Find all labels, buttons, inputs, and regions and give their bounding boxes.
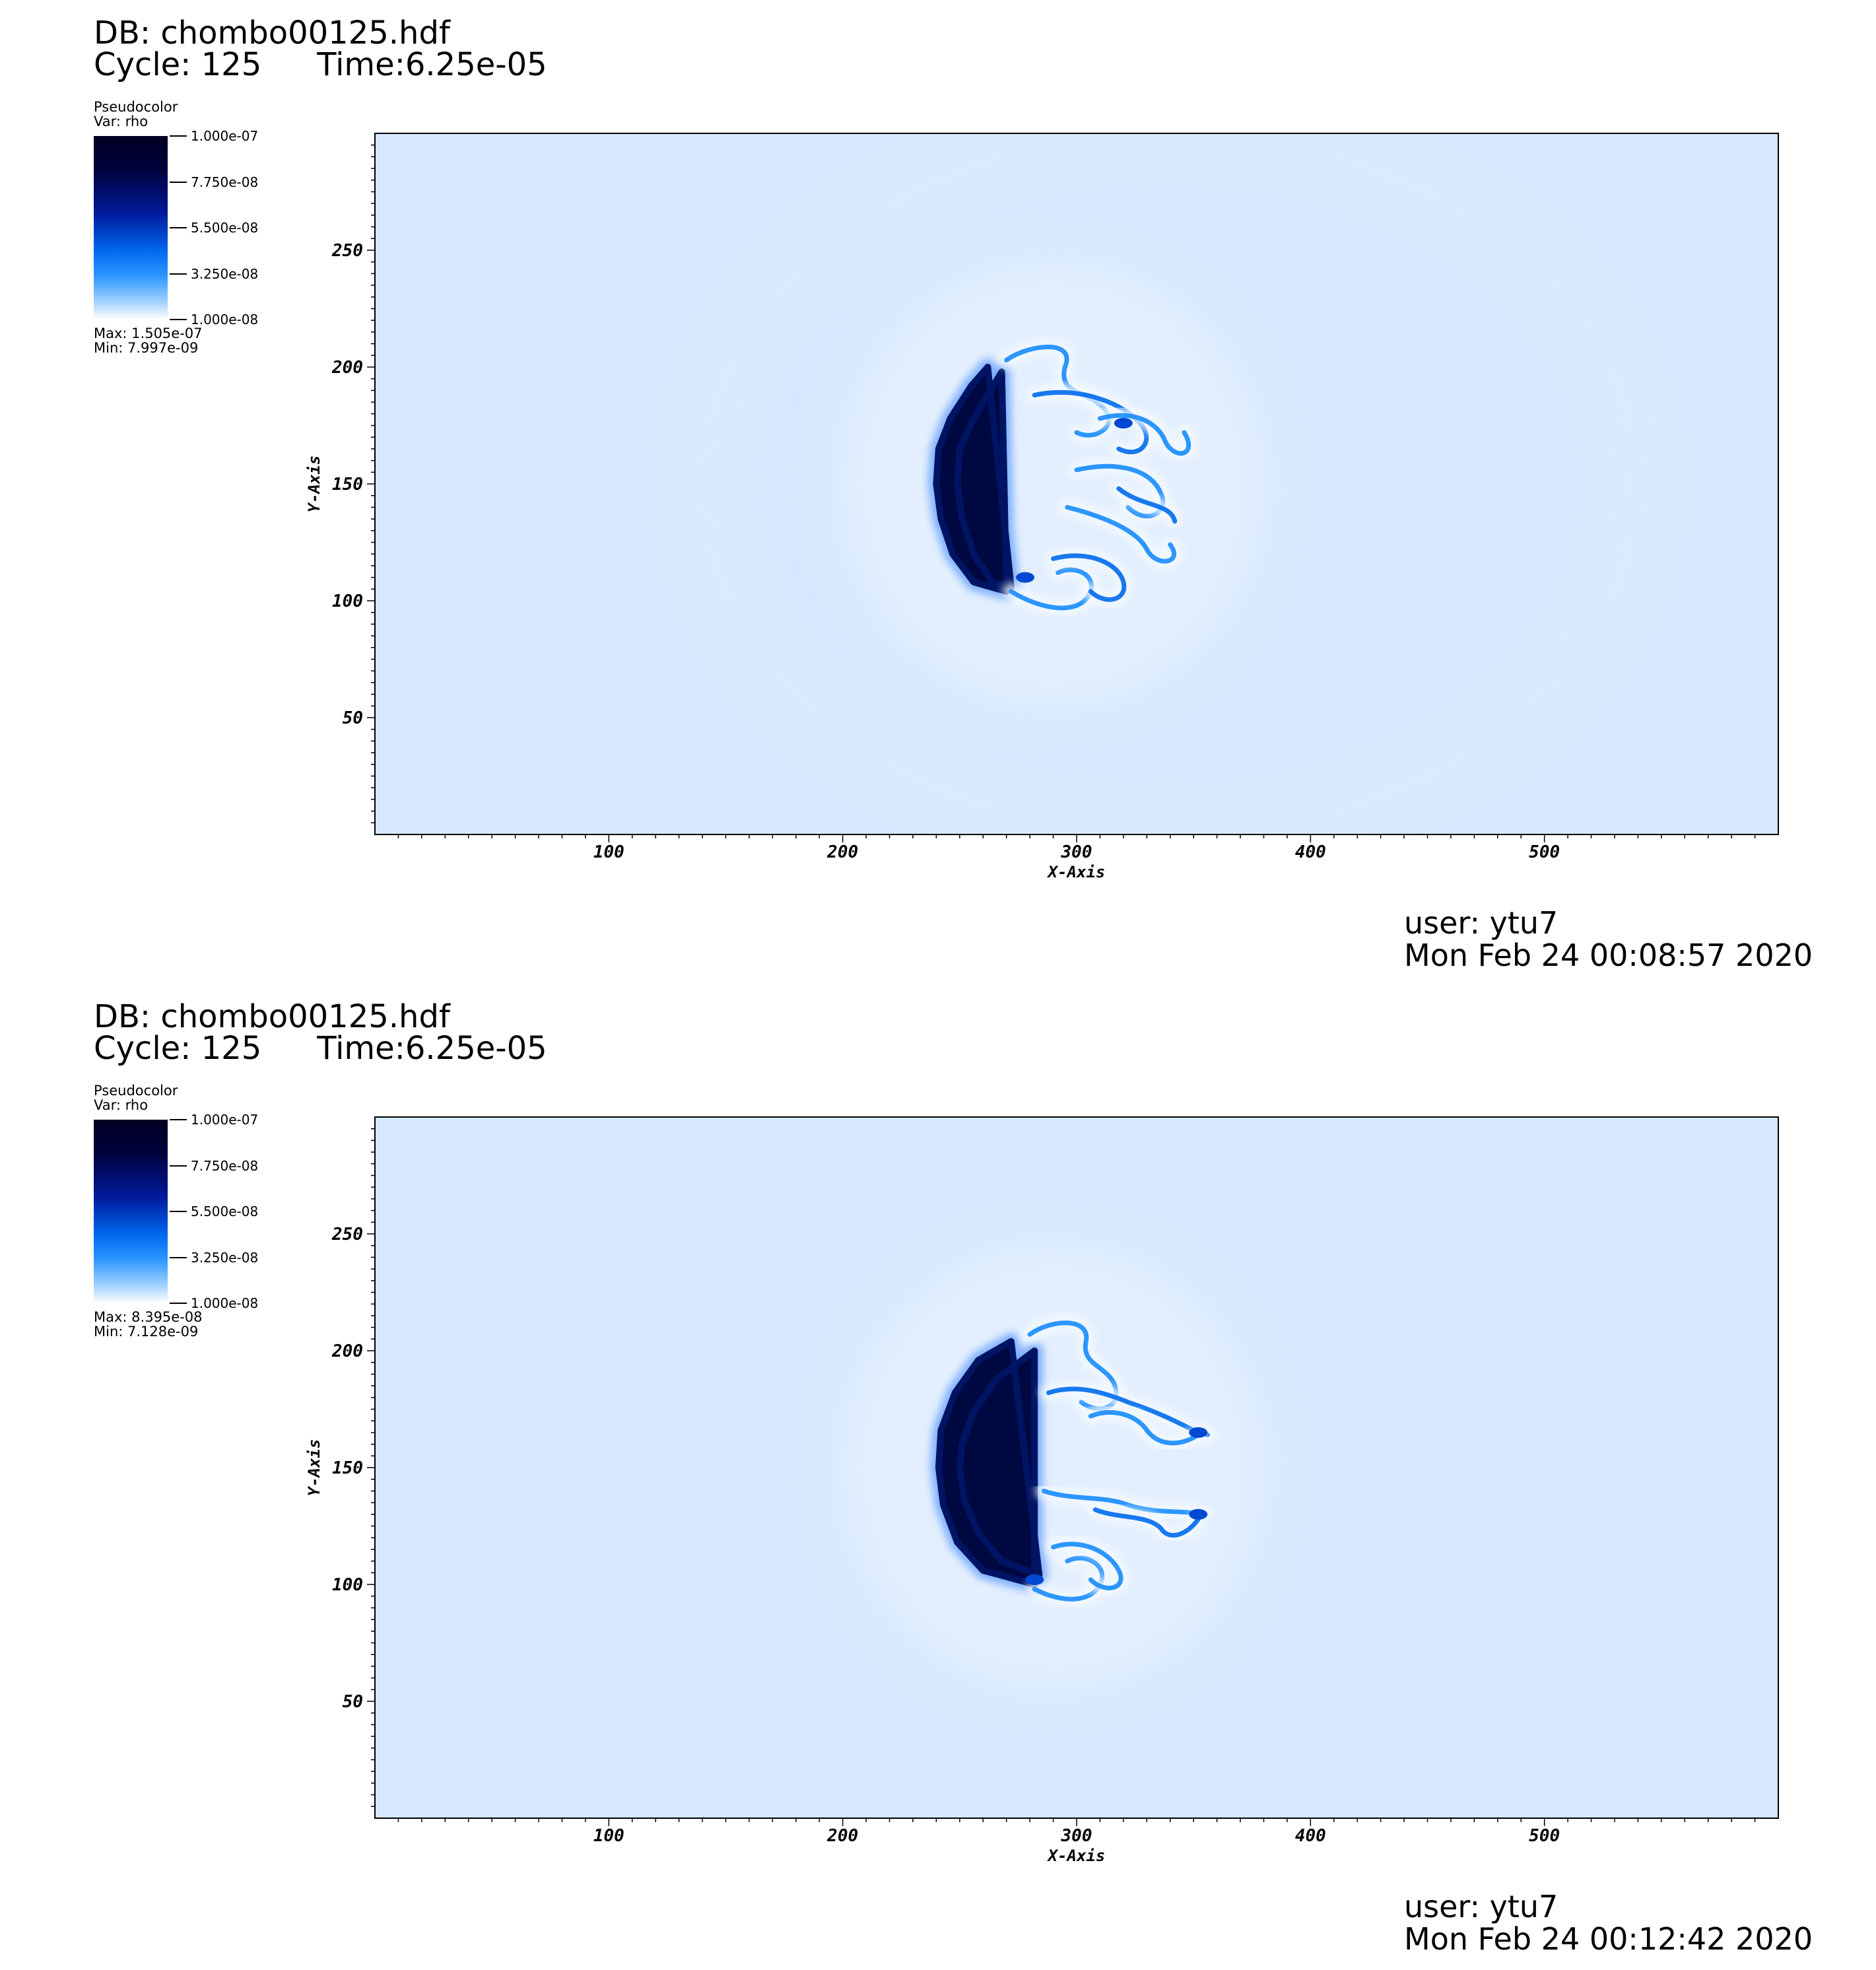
x-tick-label: 500 xyxy=(1529,1826,1560,1846)
x-tick-label: 500 xyxy=(1529,842,1560,862)
y-tick-label: 200 xyxy=(331,1342,363,1361)
y-tick-label: 250 xyxy=(331,241,363,261)
density-features xyxy=(842,1245,1264,1690)
dense-blob xyxy=(1025,1574,1044,1585)
y-tick-label: 150 xyxy=(332,475,363,494)
colorbar-tick-label: 1.000e-07 xyxy=(191,1112,259,1128)
x-tick-label: 400 xyxy=(1295,842,1326,862)
y-tick-label: 50 xyxy=(343,708,363,728)
colorbar-tick-label: 1.000e-08 xyxy=(191,1295,259,1311)
shock-front xyxy=(933,364,1015,595)
x-axis-title: X-Axis xyxy=(1047,1847,1106,1865)
colorbar-tick xyxy=(170,135,187,137)
eddy-filament xyxy=(1051,1542,1123,1590)
wake-halo xyxy=(842,1245,1264,1690)
x-tick-label: 300 xyxy=(1061,842,1092,862)
x-tick-label: 300 xyxy=(1061,1826,1092,1846)
eddy-filament xyxy=(1041,1488,1205,1517)
colorbar-tick-label: 5.500e-08 xyxy=(191,1204,259,1219)
colorbar-tick xyxy=(170,1256,187,1258)
density-features xyxy=(686,133,1655,834)
dense-blob xyxy=(1114,417,1133,428)
x-axis-title: X-Axis xyxy=(1047,863,1106,881)
colorbar-tick-label: 7.750e-08 xyxy=(191,174,259,190)
y-tick-label: 100 xyxy=(332,1575,363,1595)
x-tick-label: 100 xyxy=(593,842,624,862)
legend-variable: Var: rho xyxy=(94,114,149,129)
x-tick-label: 200 xyxy=(826,842,858,862)
x-tick-label: 400 xyxy=(1295,1826,1326,1846)
wake-halo xyxy=(842,261,1264,706)
eddy-filament xyxy=(1065,504,1177,564)
colorbar-tick-label: 3.250e-08 xyxy=(191,1249,259,1266)
colorbar-tick xyxy=(170,181,187,183)
density-plot: 100 200 300 400 500 50 100 150 200 250 X-Axis Y-Axi… xyxy=(305,1116,1779,1865)
cycle-label: Cycle: 125 xyxy=(94,46,262,83)
time-label: Time:6.25e-05 xyxy=(317,1030,547,1067)
eddy-filament xyxy=(1074,463,1166,519)
y-tick-label: 50 xyxy=(343,1692,363,1712)
plot-panel-2: DB: chombo00125.hdf Cycle: 125 Time:6.25e-… xyxy=(0,984,1876,1967)
legend-max: Max: 8.395e-08 xyxy=(94,1309,203,1325)
timestamp: Mon Feb 24 00:12:42 2020 xyxy=(1404,1921,1813,1957)
colorbar-tick xyxy=(170,1165,187,1167)
eddy-filament xyxy=(1046,1386,1210,1437)
cycle-time-line: Cycle: 125 Time:6.25e-05 xyxy=(94,1033,547,1064)
colorbar-tick-label: 5.500e-08 xyxy=(191,220,259,236)
colorbar-tick-label: 7.750e-08 xyxy=(191,1157,259,1174)
eddy-filament xyxy=(1092,1507,1201,1538)
legend-plot-type: Pseudocolor xyxy=(94,99,178,115)
user-label: user: ytu7 xyxy=(1404,905,1558,941)
timestamp: Mon Feb 24 00:08:57 2020 xyxy=(1404,937,1813,973)
outer-shock-arc xyxy=(686,133,1655,834)
cycle-label: Cycle: 125 xyxy=(94,1030,262,1067)
dense-blob xyxy=(1189,1509,1208,1520)
y-axis-title: Y-Axis xyxy=(305,456,323,513)
y-tick-label: 100 xyxy=(332,592,363,611)
colorbar-tick xyxy=(170,1211,187,1212)
y-tick-label: 200 xyxy=(331,358,363,378)
legend-plot-type: Pseudocolor xyxy=(94,1083,178,1099)
dense-blob xyxy=(1016,572,1035,583)
legend-min: Min: 7.997e-09 xyxy=(94,340,199,356)
plot-panel-1: DB: chombo00125.hdf Cycle: 125 Time:6.25e-… xyxy=(0,0,1876,984)
colorbar-tick xyxy=(170,319,187,320)
dense-blob xyxy=(1189,1427,1208,1438)
shock-front xyxy=(935,1338,1043,1588)
user-label: user: ytu7 xyxy=(1404,1889,1558,1924)
eddy-filament xyxy=(1097,413,1191,456)
colorbar-tick-label: 3.250e-08 xyxy=(191,265,259,282)
y-axis-title: Y-Axis xyxy=(305,1439,323,1497)
colorbar-tick xyxy=(170,273,187,275)
colorbar-tick-label: 1.000e-08 xyxy=(191,312,259,327)
colorbar-tick xyxy=(170,1119,187,1120)
y-tick-label: 150 xyxy=(332,1458,363,1478)
y-tick-label: 250 xyxy=(331,1225,363,1244)
x-tick-label: 100 xyxy=(593,1826,624,1846)
eddy-filament xyxy=(1116,486,1178,524)
eddy-filament xyxy=(1051,553,1127,602)
legend-max: Max: 1.505e-07 xyxy=(94,325,203,341)
cycle-time-line: Cycle: 125 Time:6.25e-05 xyxy=(94,49,547,81)
x-tick-label: 200 xyxy=(826,1826,858,1846)
db-label: DB: chombo00125.hdf xyxy=(94,998,450,1035)
db-label: DB: chombo00125.hdf xyxy=(94,15,450,51)
colorbar xyxy=(94,136,168,320)
colorbar-tick xyxy=(170,1303,187,1304)
colorbar-tick xyxy=(170,227,187,228)
colorbar xyxy=(94,1120,168,1303)
time-label: Time:6.25e-05 xyxy=(317,46,547,83)
density-plot: 100 200 300 400 500 50 100 150 200 250 X-Axis Y-Axi… xyxy=(305,133,1779,881)
legend-variable: Var: rho xyxy=(94,1097,149,1113)
eddy-filament xyxy=(1088,1410,1201,1446)
colorbar-tick-label: 1.000e-07 xyxy=(191,128,259,144)
legend-min: Min: 7.128e-09 xyxy=(94,1324,199,1340)
